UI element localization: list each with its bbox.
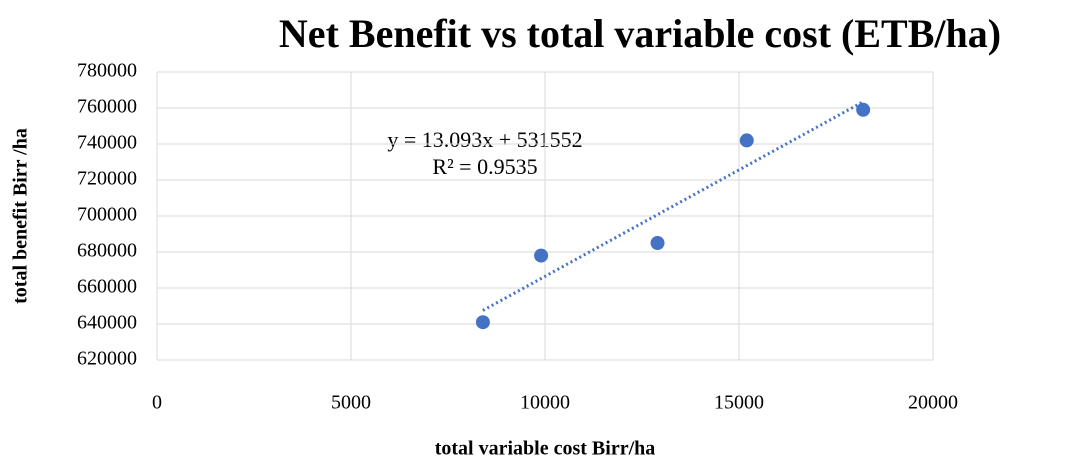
x-tick-label: 0: [152, 392, 162, 414]
x-axis-label: total variable cost Birr/ha: [435, 438, 656, 460]
y-tick-label: 780000: [77, 60, 137, 82]
y-tick-label: 680000: [77, 240, 137, 262]
y-tick-label: 720000: [77, 168, 137, 190]
point: [739, 133, 754, 148]
y-tick-label: 700000: [77, 204, 137, 226]
trendline-equation: y = 13.093x + 531552: [387, 127, 582, 152]
point: [534, 248, 549, 263]
point: [650, 236, 665, 250]
x-tick-label: 15000: [714, 392, 764, 414]
trendline: [482, 100, 864, 312]
x-tick-label: 10000: [520, 392, 570, 414]
x-tick-label: 20000: [908, 392, 958, 414]
y-axis-label: total benefit Birr /ha: [10, 128, 32, 304]
y-tick-label: 660000: [77, 276, 137, 298]
y-tick-label: 760000: [77, 96, 137, 118]
y-tick-label: 640000: [77, 312, 137, 334]
point: [475, 315, 490, 330]
point: [856, 102, 871, 117]
y-tick-label: 740000: [77, 132, 137, 154]
chart-title: Net Benefit vs total variable cost (ETB/…: [279, 11, 1001, 56]
x-tick-label: 5000: [331, 392, 371, 414]
r-squared: R² = 0.9535: [432, 154, 537, 179]
y-tick-label: 620000: [77, 348, 137, 370]
